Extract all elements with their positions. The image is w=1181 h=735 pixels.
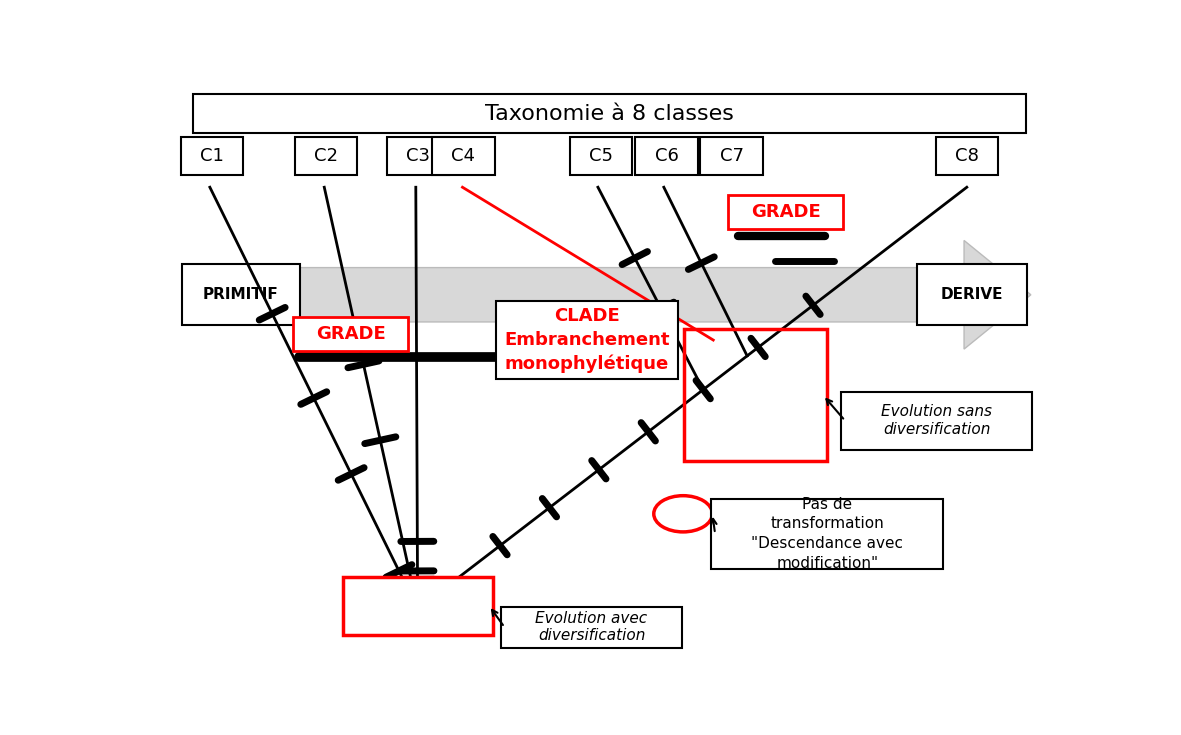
Text: C2: C2 (314, 147, 338, 165)
FancyBboxPatch shape (727, 196, 843, 229)
Text: C5: C5 (588, 147, 613, 165)
Polygon shape (184, 240, 1031, 349)
Text: C6: C6 (654, 147, 679, 165)
FancyBboxPatch shape (293, 317, 409, 351)
Text: C3: C3 (405, 147, 430, 165)
Text: GRADE: GRADE (317, 325, 386, 343)
Text: Evolution avec
diversification: Evolution avec diversification (535, 611, 647, 643)
FancyBboxPatch shape (918, 264, 1027, 326)
FancyBboxPatch shape (182, 264, 300, 326)
Text: PRIMITIF: PRIMITIF (203, 287, 279, 302)
FancyBboxPatch shape (496, 301, 678, 379)
FancyBboxPatch shape (386, 137, 449, 176)
Text: C4: C4 (451, 147, 476, 165)
FancyBboxPatch shape (635, 137, 698, 176)
FancyBboxPatch shape (569, 137, 632, 176)
Text: Evolution sans
diversification: Evolution sans diversification (881, 404, 992, 437)
Text: C1: C1 (200, 147, 223, 165)
Text: CLADE
Embranchement
monophylétique: CLADE Embranchement monophylétique (504, 307, 670, 373)
FancyBboxPatch shape (935, 137, 998, 176)
FancyBboxPatch shape (841, 392, 1032, 450)
Text: GRADE: GRADE (751, 203, 821, 221)
FancyBboxPatch shape (432, 137, 495, 176)
FancyBboxPatch shape (344, 577, 492, 635)
FancyBboxPatch shape (501, 606, 683, 648)
FancyBboxPatch shape (295, 137, 357, 176)
FancyBboxPatch shape (181, 137, 243, 176)
Text: C8: C8 (955, 147, 979, 165)
Text: C7: C7 (719, 147, 744, 165)
FancyBboxPatch shape (194, 94, 1026, 134)
FancyBboxPatch shape (700, 137, 763, 176)
Text: Pas de
transformation
"Descendance avec
modification": Pas de transformation "Descendance avec … (751, 497, 903, 571)
Text: Taxonomie à 8 classes: Taxonomie à 8 classes (485, 104, 735, 123)
FancyBboxPatch shape (711, 499, 942, 569)
Text: DERIVE: DERIVE (941, 287, 1004, 302)
